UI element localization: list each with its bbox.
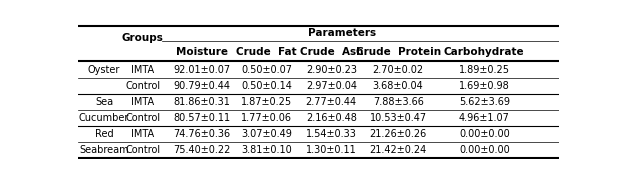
Text: 21.42±0.24: 21.42±0.24 xyxy=(369,145,427,155)
Text: Cucumber: Cucumber xyxy=(79,113,129,123)
Text: 0.00±0.00: 0.00±0.00 xyxy=(459,145,510,155)
Text: 90.79±0.44: 90.79±0.44 xyxy=(173,81,230,91)
Text: 1.77±0.06: 1.77±0.06 xyxy=(242,113,292,123)
Text: Moisture: Moisture xyxy=(176,47,228,57)
Text: 3.68±0.04: 3.68±0.04 xyxy=(373,81,424,91)
Text: Crude  Protein: Crude Protein xyxy=(356,47,441,57)
Text: 1.30±0.11: 1.30±0.11 xyxy=(306,145,356,155)
Text: 2.97±0.04: 2.97±0.04 xyxy=(306,81,356,91)
Text: Control: Control xyxy=(125,145,160,155)
Text: Sea: Sea xyxy=(95,97,113,107)
Text: Crude  Ash: Crude Ash xyxy=(299,47,363,57)
Text: IMTA: IMTA xyxy=(131,65,154,75)
Text: 21.26±0.26: 21.26±0.26 xyxy=(369,129,427,139)
Text: 1.89±0.25: 1.89±0.25 xyxy=(459,65,510,75)
Text: 7.88±3.66: 7.88±3.66 xyxy=(373,97,424,107)
Text: Crude  Fat: Crude Fat xyxy=(237,47,297,57)
Text: 81.86±0.31: 81.86±0.31 xyxy=(173,97,230,107)
Text: 2.16±0.48: 2.16±0.48 xyxy=(306,113,356,123)
Text: Parameters: Parameters xyxy=(308,28,376,38)
Text: 2.70±0.02: 2.70±0.02 xyxy=(373,65,424,75)
Text: 5.62±3.69: 5.62±3.69 xyxy=(459,97,510,107)
Text: Carbohydrate: Carbohydrate xyxy=(444,47,525,57)
Text: 2.90±0.23: 2.90±0.23 xyxy=(306,65,356,75)
Text: 10.53±0.47: 10.53±0.47 xyxy=(369,113,427,123)
Text: Seabream: Seabream xyxy=(79,145,129,155)
Text: 3.81±0.10: 3.81±0.10 xyxy=(242,145,292,155)
Text: 0.50±0.14: 0.50±0.14 xyxy=(242,81,292,91)
Text: 4.96±1.07: 4.96±1.07 xyxy=(459,113,510,123)
Text: Red: Red xyxy=(95,129,114,139)
Text: Oyster: Oyster xyxy=(88,65,120,75)
Text: IMTA: IMTA xyxy=(131,97,154,107)
Text: 3.07±0.49: 3.07±0.49 xyxy=(242,129,292,139)
Text: Control: Control xyxy=(125,113,160,123)
Text: Control: Control xyxy=(125,81,160,91)
Text: 2.77±0.44: 2.77±0.44 xyxy=(306,97,357,107)
Text: 80.57±0.11: 80.57±0.11 xyxy=(173,113,230,123)
Text: Groups: Groups xyxy=(122,33,163,43)
Text: 75.40±0.22: 75.40±0.22 xyxy=(173,145,230,155)
Text: 1.54±0.33: 1.54±0.33 xyxy=(306,129,356,139)
Text: IMTA: IMTA xyxy=(131,129,154,139)
Text: 1.87±0.25: 1.87±0.25 xyxy=(241,97,292,107)
Text: 74.76±0.36: 74.76±0.36 xyxy=(173,129,230,139)
Text: 92.01±0.07: 92.01±0.07 xyxy=(173,65,230,75)
Text: 0.50±0.07: 0.50±0.07 xyxy=(242,65,292,75)
Text: 0.00±0.00: 0.00±0.00 xyxy=(459,129,510,139)
Text: 1.69±0.98: 1.69±0.98 xyxy=(459,81,510,91)
